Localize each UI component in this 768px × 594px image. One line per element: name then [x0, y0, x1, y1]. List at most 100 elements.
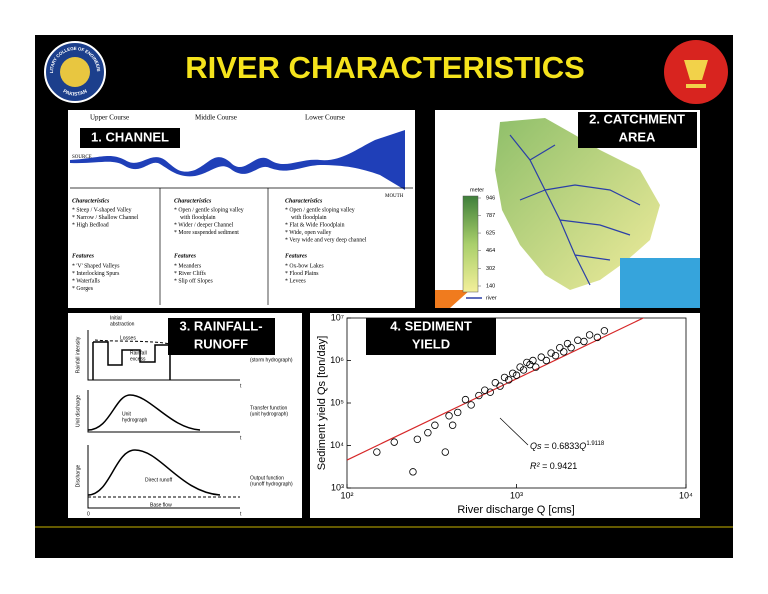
column-item: * Narrow / Shallow Channel [72, 215, 139, 221]
axis-t: t [240, 435, 242, 441]
x-tick-label: 10³ [510, 490, 523, 500]
column-item: * Ox-bow Lakes [285, 263, 324, 269]
column-item: * Gorges [72, 286, 94, 292]
column-item: * Interlocking Spurs [72, 271, 120, 277]
data-point [390, 438, 398, 446]
runoff-curve [87, 449, 221, 496]
diagram-axis-label: Discharge [75, 465, 81, 488]
x-tick-label: 10⁴ [679, 490, 693, 500]
column-heading: Characteristics [72, 198, 110, 204]
logo-right-emblem [684, 60, 708, 88]
column-heading: Characteristics [285, 198, 323, 204]
column-item: * Flood Plains [285, 271, 319, 277]
data-point [448, 421, 457, 429]
data-point [509, 369, 517, 377]
river-course [70, 130, 405, 190]
data-point [556, 344, 564, 352]
data-point [560, 348, 568, 356]
diagram-label: (unit hydrograph) [250, 411, 288, 417]
equation-part: Q [579, 441, 586, 451]
equation-coefficient: 0.6833 [552, 441, 580, 451]
data-point [567, 344, 575, 352]
column-item: * Meanders [174, 263, 202, 269]
column-item: * 'V' Shaped Valleys [72, 263, 120, 269]
data-point [486, 388, 494, 396]
data-point [481, 386, 489, 394]
data-point [537, 353, 545, 361]
logo-left-emblem [60, 57, 90, 87]
diagram-label: abstraction [110, 321, 135, 327]
data-point [461, 395, 470, 404]
decoration [435, 290, 470, 308]
diagram-label: Output function [250, 475, 284, 481]
data-point [585, 331, 594, 339]
column-item: * Wider / deeper Channel [174, 222, 234, 228]
equation-part: Qs = [530, 441, 552, 451]
fit-equation: Qs = 0.6833Q1.9118 [530, 441, 605, 452]
axis-origin: 0 [87, 511, 90, 517]
y-tick-label: 10⁴ [330, 440, 344, 450]
column-item: * Open / gentle sloping valley [174, 207, 244, 213]
column-item: with floodplain [291, 214, 327, 221]
diagram-label: Base flow [150, 502, 172, 508]
data-point [600, 327, 609, 335]
diagram-label: Direct runoff [145, 477, 173, 483]
data-point [542, 356, 551, 365]
legend-tick-label: 302 [486, 266, 495, 272]
river-network [509, 134, 641, 286]
course-label: Upper Course [90, 114, 129, 122]
column-heading: Characteristics [174, 198, 212, 204]
data-point [413, 435, 422, 443]
column-item: * Steep / V-shaped Valley [72, 207, 132, 213]
mouth-label: MOUTH [385, 194, 404, 199]
axis-t: t [240, 511, 242, 517]
data-point [431, 421, 439, 429]
label-box [80, 128, 180, 148]
data-point [512, 371, 521, 379]
column-item: * More suspended sediment [174, 230, 239, 236]
diagram-label: Rainfall [130, 350, 147, 356]
panel-label: 4. SEDIMENT [390, 318, 472, 333]
y-axis-label: Sediment yield Qs [ton/day] [316, 336, 328, 471]
column-item: * High Bedload [72, 222, 109, 228]
diagram-label: Losses [120, 335, 136, 341]
data-point [467, 401, 475, 409]
r-squared-value: 0.9421 [550, 461, 578, 471]
data-point [454, 408, 462, 417]
catchment-map [495, 118, 660, 290]
r-squared: R² = 0.9421 [530, 461, 577, 471]
data-point [500, 373, 509, 382]
source-label: SOURCE [72, 155, 92, 160]
diagram-label: Initial [110, 315, 122, 321]
panel-label: 3. RAINFALL- [179, 318, 262, 333]
data-point [505, 376, 513, 384]
data-point [475, 391, 483, 400]
legend-title: meter [470, 187, 484, 193]
column-item: with floodplain [180, 214, 216, 221]
course-label: Lower Course [305, 114, 345, 122]
label-box [578, 112, 697, 148]
hyetograph [92, 341, 171, 380]
data-point [445, 412, 453, 420]
panel-label: 2. CATCHMENT [589, 111, 685, 126]
decoration [620, 258, 700, 308]
panel-label: 1. CHANNEL [91, 129, 169, 144]
axis-t: t [240, 383, 242, 389]
legend-tick-label: 464 [486, 248, 495, 254]
y-tick-label: 10⁵ [330, 397, 344, 407]
column-item: * Waterfalls [72, 277, 101, 284]
slide-title: RIVER CHARACTERISTICS [185, 50, 585, 85]
x-axis-label: River discharge Q [cms] [457, 504, 574, 516]
column-item: * Flat & Wide Floodplain [285, 222, 345, 228]
elevation-colorbar [462, 195, 479, 293]
diagram-axis-label: Unit discharge [75, 395, 81, 427]
diagram-label: Unit [122, 411, 132, 417]
diagram-label: hydrograph [122, 417, 148, 423]
logo-text: PAKISTAN [62, 89, 89, 98]
loss-curve [94, 339, 171, 345]
label-box [366, 318, 496, 355]
data-point [441, 448, 449, 456]
column-heading: Features [174, 253, 197, 259]
column-item: * Very wide and very deep channel [285, 237, 367, 243]
course-label: Middle Course [195, 114, 237, 122]
